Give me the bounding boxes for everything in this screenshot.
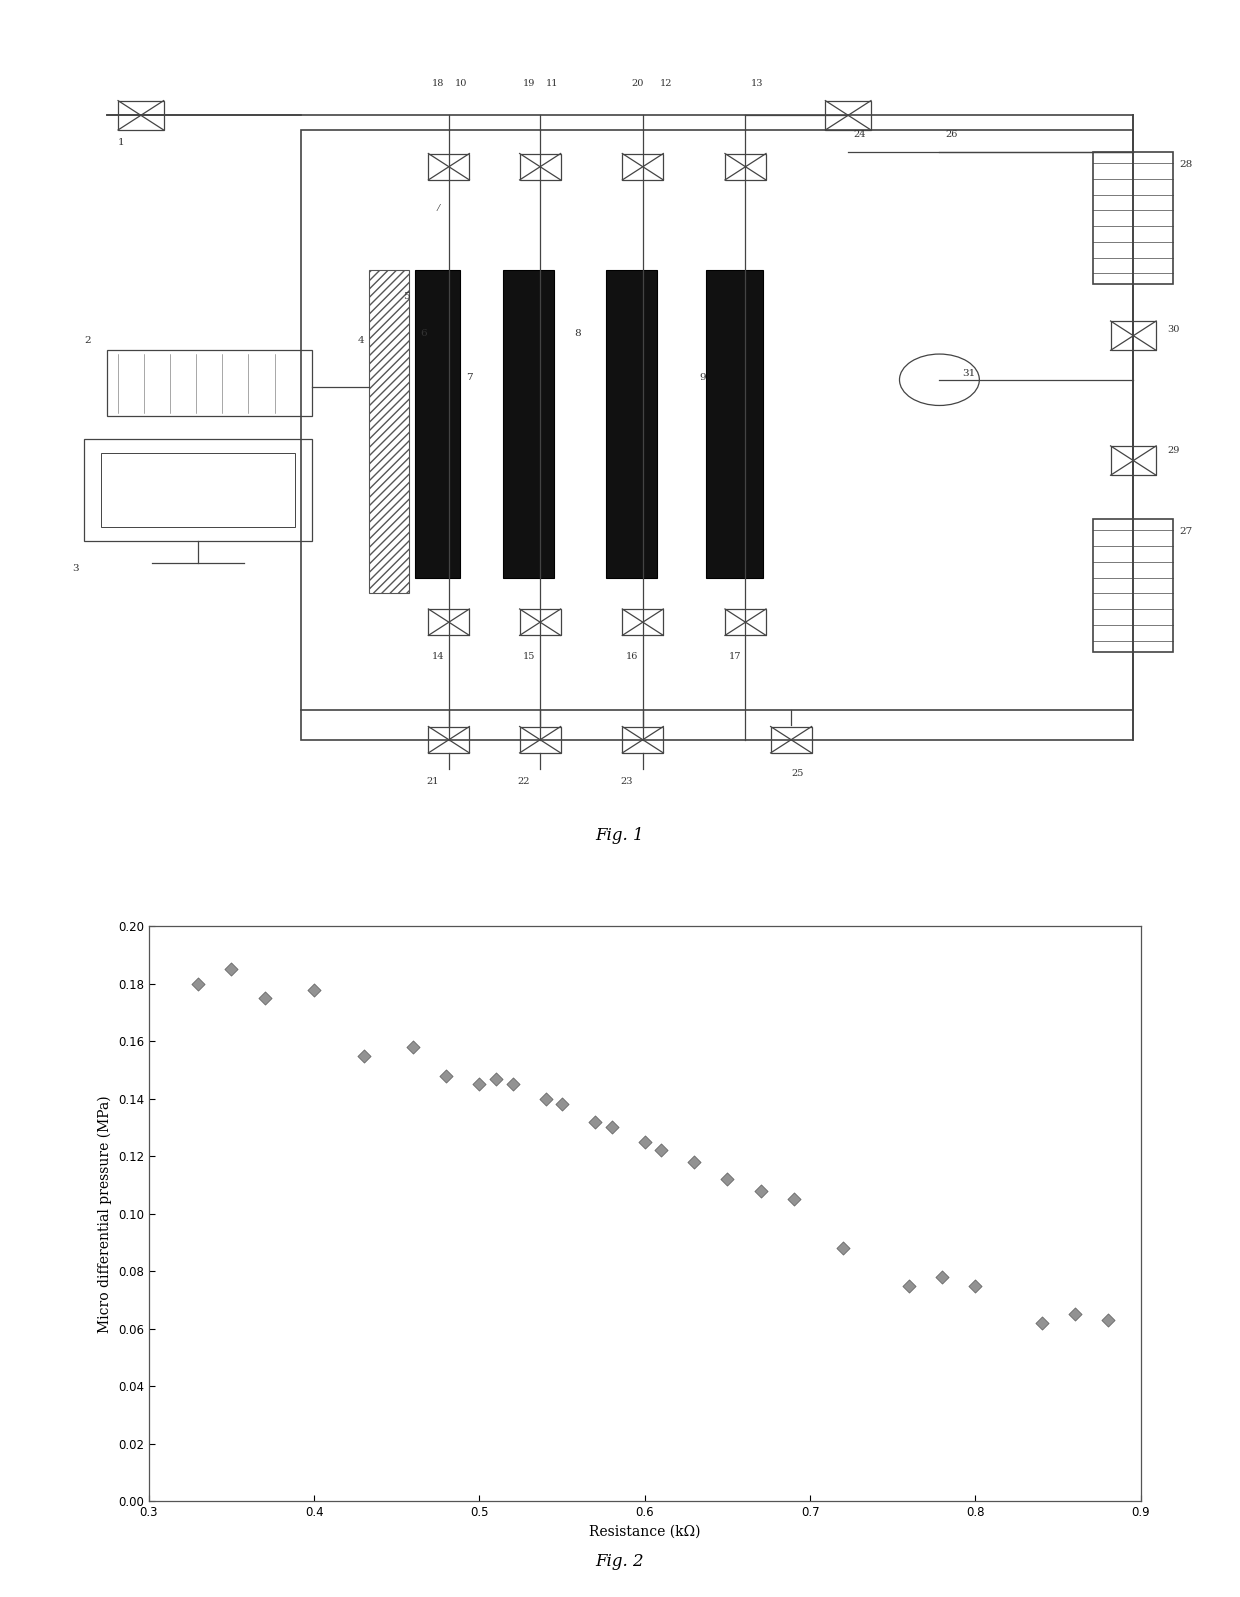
Point	[502, 1072, 522, 1097]
Point	[353, 1043, 373, 1068]
Bar	[118, 101, 164, 129]
Point	[470, 1072, 490, 1097]
Text: 29: 29	[1168, 446, 1180, 455]
Text: 10: 10	[455, 78, 467, 88]
Text: 5: 5	[403, 292, 410, 300]
Text: 20: 20	[631, 78, 644, 88]
Bar	[428, 608, 470, 636]
Bar	[622, 153, 663, 180]
Text: 26: 26	[945, 131, 957, 139]
Bar	[1094, 152, 1173, 284]
Bar	[706, 270, 763, 578]
Text: 30: 30	[1168, 326, 1180, 334]
Text: 6: 6	[420, 329, 427, 337]
Point	[601, 1115, 621, 1140]
Point	[1065, 1302, 1085, 1327]
Text: 21: 21	[427, 776, 439, 786]
Text: 11: 11	[546, 78, 558, 88]
Text: 1: 1	[118, 137, 125, 147]
Bar	[428, 153, 470, 180]
Point	[304, 977, 324, 1003]
Bar	[100, 454, 295, 527]
Point	[718, 1166, 738, 1191]
Text: 2: 2	[84, 335, 91, 345]
Bar	[1094, 519, 1173, 652]
Text: 18: 18	[432, 78, 444, 88]
Point	[188, 971, 208, 997]
Text: 13: 13	[751, 78, 764, 88]
Point	[585, 1108, 605, 1134]
Text: 27: 27	[1179, 527, 1192, 537]
Point	[684, 1150, 704, 1175]
Point	[536, 1086, 556, 1112]
Bar	[428, 727, 470, 752]
Text: 9: 9	[699, 372, 707, 382]
Bar	[107, 350, 312, 417]
Point	[222, 957, 242, 982]
Text: 16: 16	[626, 652, 639, 661]
Bar	[1111, 321, 1156, 350]
Text: ⁄: ⁄	[438, 204, 439, 212]
Text: Fig. 2: Fig. 2	[595, 1554, 645, 1570]
Bar	[826, 101, 870, 129]
Text: 31: 31	[962, 369, 976, 378]
Text: 23: 23	[620, 776, 632, 786]
Point	[750, 1179, 770, 1204]
Text: 15: 15	[523, 652, 536, 661]
Point	[436, 1064, 456, 1089]
Bar	[725, 608, 766, 636]
Bar	[725, 153, 766, 180]
Bar	[414, 270, 460, 578]
Bar	[520, 608, 560, 636]
Point	[1097, 1308, 1117, 1333]
Bar	[300, 129, 1133, 739]
Text: 28: 28	[1179, 160, 1192, 169]
Point	[651, 1137, 671, 1163]
X-axis label: Resistance (kΩ): Resistance (kΩ)	[589, 1525, 701, 1538]
Text: 14: 14	[432, 652, 444, 661]
Bar	[84, 439, 312, 541]
Bar	[370, 270, 409, 592]
Text: Fig. 1: Fig. 1	[595, 827, 645, 843]
Y-axis label: Micro differential pressure (MPa): Micro differential pressure (MPa)	[98, 1096, 113, 1332]
Text: 19: 19	[523, 78, 536, 88]
Point	[966, 1273, 986, 1298]
Point	[403, 1035, 423, 1060]
Text: 3: 3	[72, 564, 79, 573]
Text: 17: 17	[728, 652, 740, 661]
Point	[784, 1187, 804, 1212]
Text: 7: 7	[466, 372, 472, 382]
Text: 8: 8	[574, 329, 582, 337]
Bar	[606, 270, 657, 578]
Text: 12: 12	[660, 78, 672, 88]
Bar	[770, 727, 812, 752]
Bar	[520, 727, 560, 752]
Point	[932, 1265, 952, 1290]
Point	[486, 1065, 506, 1091]
Text: 22: 22	[517, 776, 529, 786]
Point	[254, 985, 274, 1011]
Point	[552, 1092, 572, 1118]
Bar	[1111, 446, 1156, 476]
Point	[1032, 1310, 1052, 1335]
Bar	[503, 270, 554, 578]
Bar	[622, 608, 663, 636]
Text: 25: 25	[791, 770, 804, 778]
Point	[899, 1273, 919, 1298]
Bar	[520, 153, 560, 180]
Point	[635, 1129, 655, 1155]
Text: 24: 24	[854, 131, 867, 139]
Bar	[622, 727, 663, 752]
Point	[833, 1236, 853, 1262]
Text: 4: 4	[357, 335, 365, 345]
